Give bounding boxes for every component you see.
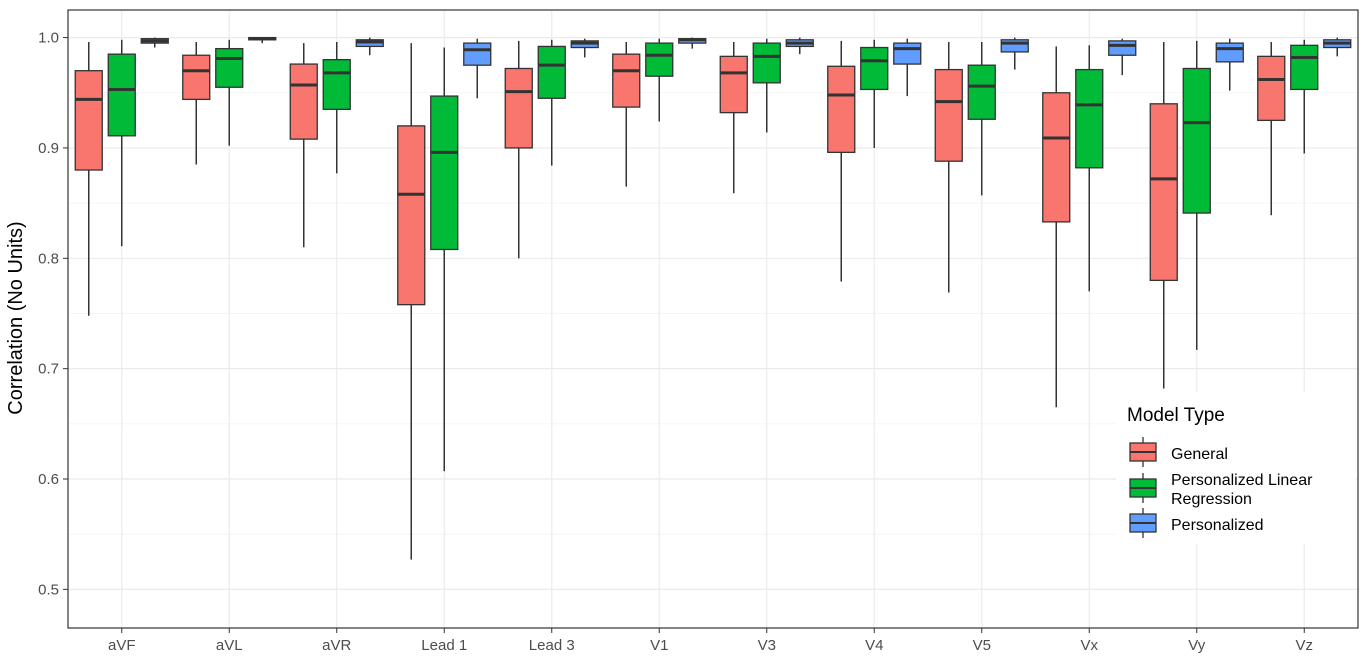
box-vz-personalized-linear-regression	[1290, 39, 1319, 154]
x-tick-label: aVR	[322, 637, 351, 654]
y-axis-title: Correlation (No Units)	[5, 221, 27, 414]
legend-keys	[1129, 437, 1157, 538]
x-tick-label: V4	[865, 637, 883, 654]
box-vx-personalized-linear-regression	[1075, 45, 1104, 292]
box-iqr	[1042, 92, 1071, 223]
box-v5-personalized	[1000, 37, 1029, 70]
x-tick-label: Vx	[1080, 637, 1098, 654]
box-lead-3-personalized-linear-regression	[537, 39, 566, 166]
x-tick-label: aVL	[216, 637, 243, 654]
y-tick-label: 0.9	[38, 140, 59, 157]
box-v1-personalized-linear-regression	[645, 38, 674, 122]
box-iqr	[1182, 67, 1211, 214]
x-axis: aVF aVL aVR Lead 1 Lead 3 V1 V3 V4 V5 Vx Vy Vz	[108, 628, 1313, 654]
box-iqr	[967, 64, 996, 120]
box-iqr	[934, 68, 963, 162]
box-v4-personalized-linear-regression	[860, 39, 889, 148]
box-iqr	[397, 125, 426, 306]
x-tick-label: Lead 3	[529, 637, 575, 654]
box-avf-general	[74, 42, 103, 316]
box-vx-general	[1042, 46, 1071, 408]
y-tick-label: 0.7	[38, 361, 59, 378]
legend-key-personalized	[1129, 508, 1157, 538]
legend: Model Type General Personalized Linear R…	[1116, 392, 1356, 544]
legend-label-personalized: Personalized	[1171, 517, 1264, 534]
box-iqr	[322, 59, 351, 110]
box-iqr	[504, 67, 533, 149]
box-lead-1-general	[397, 43, 426, 560]
box-avr-personalized-linear-regression	[322, 42, 351, 174]
box-avl-personalized-linear-regression	[215, 39, 244, 146]
box-lead-1-personalized-linear-regression	[430, 47, 459, 472]
box-iqr	[1290, 44, 1319, 91]
box-vz-general	[1257, 42, 1286, 216]
box-iqr	[182, 54, 211, 101]
box-v1-personalized	[678, 37, 707, 49]
legend-label-plr-line2: Regression	[1171, 491, 1252, 508]
box-iqr	[1215, 42, 1244, 63]
box-iqr	[1108, 40, 1137, 56]
box-lead-1-personalized	[463, 38, 492, 99]
box-iqr	[1149, 103, 1178, 282]
y-tick-label: 1.0	[38, 30, 59, 47]
box-iqr	[1075, 68, 1104, 169]
box-iqr	[752, 42, 781, 84]
y-tick-label: 0.6	[38, 471, 59, 488]
box-vy-general	[1149, 42, 1178, 389]
y-tick-label: 0.8	[38, 250, 59, 267]
box-iqr	[537, 45, 566, 99]
box-avf-personalized	[140, 37, 169, 48]
box-iqr	[74, 70, 103, 171]
box-vy-personalized-linear-regression	[1182, 40, 1211, 350]
plot-panel-border	[67, 9, 1359, 629]
box-v5-general	[934, 42, 963, 293]
box-v3-personalized-linear-regression	[752, 38, 781, 133]
legend-label-plr-line1: Personalized Linear	[1171, 472, 1313, 489]
box-v4-personalized	[893, 38, 922, 97]
legend-title: Model Type	[1127, 405, 1225, 426]
y-tick-label: 0.5	[38, 581, 59, 598]
box-iqr	[827, 65, 856, 154]
box-iqr	[463, 42, 492, 66]
box-iqr	[719, 55, 748, 114]
box-lead-3-general	[504, 40, 533, 259]
box-avf-personalized-linear-regression	[107, 39, 136, 247]
y-axis: 0.5 0.6 0.7 0.8 0.9 1.0	[38, 30, 68, 598]
box-iqr	[107, 53, 136, 137]
box-iqr	[893, 42, 922, 65]
box-v1-general	[612, 42, 641, 187]
x-tick-label: Vy	[1188, 637, 1205, 654]
x-tick-label: Lead 1	[421, 637, 467, 654]
box-vy-personalized	[1215, 38, 1244, 91]
box-avr-general	[289, 43, 318, 248]
x-tick-label: aVF	[108, 637, 136, 654]
x-tick-label: V3	[758, 637, 776, 654]
box-v3-personalized	[785, 37, 814, 55]
box-iqr	[645, 42, 674, 77]
box-iqr	[860, 46, 889, 91]
box-avl-general	[182, 42, 211, 165]
box-avl-personalized	[248, 36, 277, 44]
box-lead-3-personalized	[570, 38, 599, 58]
box-v4-general	[827, 40, 856, 282]
legend-label-general: General	[1171, 446, 1228, 463]
box-avr-personalized	[355, 37, 384, 56]
x-tick-label: Vz	[1295, 637, 1313, 654]
box-v5-personalized-linear-regression	[967, 42, 996, 196]
box-iqr	[612, 53, 641, 108]
x-tick-label: V1	[650, 637, 668, 654]
legend-key-personalized-linear-regression	[1129, 473, 1157, 503]
box-iqr	[289, 63, 318, 140]
x-tick-label: V5	[973, 637, 991, 654]
legend-key-general	[1129, 437, 1157, 467]
box-groups	[74, 36, 1352, 560]
box-iqr	[215, 47, 244, 88]
box-iqr	[430, 95, 459, 251]
box-iqr	[1257, 55, 1286, 122]
box-vx-personalized	[1108, 38, 1137, 76]
box-v3-general	[719, 42, 748, 194]
box-vz-personalized	[1323, 37, 1352, 57]
